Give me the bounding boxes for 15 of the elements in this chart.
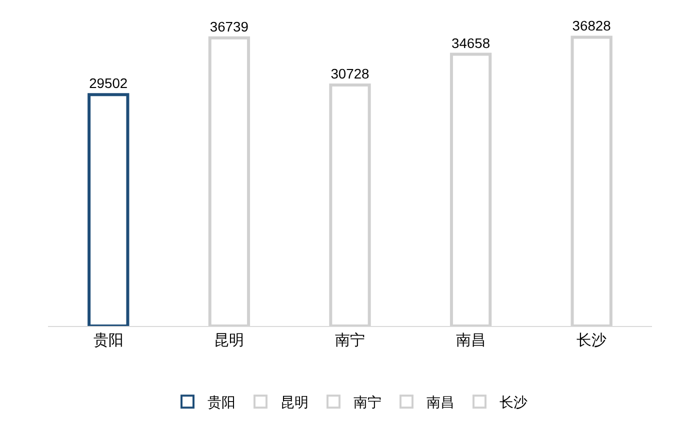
legend-label: 昆明: [280, 394, 308, 410]
data-label: 34658: [451, 34, 490, 51]
legend-label: 南宁: [354, 394, 382, 410]
data-label: 36828: [572, 18, 612, 34]
x-tick-label: 长沙: [576, 332, 607, 349]
legend-label: 长沙: [500, 394, 528, 410]
data-label: 30728: [330, 66, 370, 82]
x-tick-label: 贵阳: [93, 332, 124, 349]
x-tick-label: 南昌: [456, 332, 486, 349]
x-tick-label: 昆明: [214, 332, 244, 349]
legend-label: 贵阳: [208, 394, 236, 410]
data-label: 29502: [89, 75, 128, 92]
x-tick-label: 南宁: [335, 332, 365, 349]
legend-label: 南昌: [426, 394, 454, 410]
data-label: 36739: [210, 18, 249, 34]
